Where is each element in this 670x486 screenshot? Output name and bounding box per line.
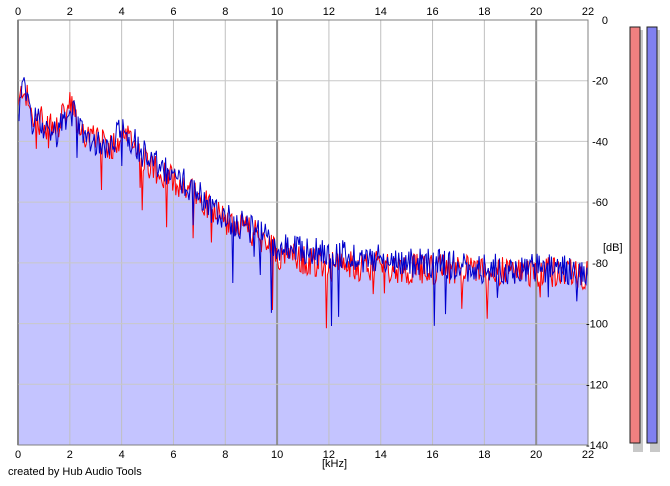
level-meter-bar (646, 26, 658, 444)
x-tick-label-bottom: 12 (323, 449, 335, 461)
x-tick-label-top: 16 (426, 6, 438, 18)
y-tick-label: 0 (602, 15, 608, 27)
series-blue-line (17, 77, 589, 327)
x-tick-label-bottom: 18 (478, 449, 490, 461)
x-tick-label-top: 22 (582, 6, 594, 18)
x-tick-label-bottom: 8 (222, 449, 228, 461)
x-tick-label-bottom: 6 (170, 449, 176, 461)
x-tick-label-top: 6 (170, 6, 176, 18)
y-tick-label: -20 (592, 76, 608, 88)
credit-text: created by Hub Audio Tools (8, 466, 142, 478)
x-tick-label-top: 14 (375, 6, 387, 18)
x-tick-label-top: 4 (119, 6, 125, 18)
x-tick-label-top: 12 (323, 6, 335, 18)
x-tick-label-top: 2 (67, 6, 73, 18)
y-tick-label: -60 (592, 197, 608, 209)
x-tick-label-bottom: 20 (530, 449, 542, 461)
y-tick-label: -40 (592, 136, 608, 148)
y-tick-label: -80 (592, 258, 608, 270)
x-tick-label-bottom: 22 (582, 449, 594, 461)
x-tick-label-bottom: 16 (426, 449, 438, 461)
x-tick-label-bottom: 4 (119, 449, 125, 461)
plot-border (17, 19, 589, 446)
y-tick-label: -140 (586, 440, 608, 452)
x-tick-label-bottom: 2 (67, 449, 73, 461)
x-tick-label-top: 20 (530, 6, 542, 18)
x-tick-label-top: 18 (478, 6, 490, 18)
level-meter-bar (629, 26, 641, 444)
x-tick-label-top: 0 (15, 6, 21, 18)
x-tick-label-bottom: 14 (375, 449, 387, 461)
y-axis-unit-label: [dB] (603, 242, 623, 254)
level-meter-right (646, 26, 660, 452)
x-tick-label-bottom: 10 (271, 449, 283, 461)
y-tick-label: -100 (586, 319, 608, 331)
x-tick-label-bottom: 0 (15, 449, 21, 461)
level-meter-left (629, 26, 643, 452)
x-tick-label-top: 8 (222, 6, 228, 18)
x-tick-label-top: 10 (271, 6, 283, 18)
x-axis-unit-label: [kHz] (322, 458, 348, 470)
y-tick-label: -120 (586, 379, 608, 391)
